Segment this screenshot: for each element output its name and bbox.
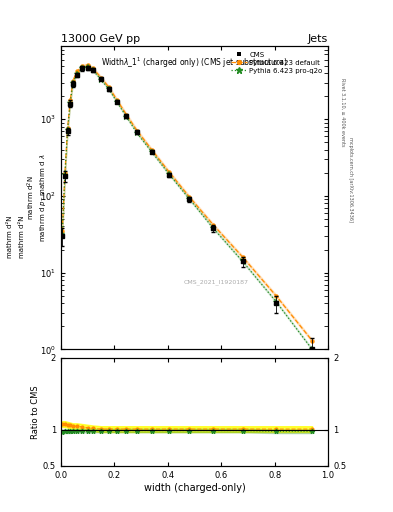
Y-axis label: Ratio to CMS: Ratio to CMS xyxy=(31,385,40,439)
X-axis label: width (charged-only): width (charged-only) xyxy=(144,482,245,493)
Text: mathrm d²N: mathrm d²N xyxy=(7,215,13,258)
Text: Width$\lambda\_1^1$ (charged only) (CMS jet substructure): Width$\lambda\_1^1$ (charged only) (CMS … xyxy=(101,55,288,70)
Legend: CMS, Pythia 6.423 default, Pythia 6.423 pro-q2o: CMS, Pythia 6.423 default, Pythia 6.423 … xyxy=(229,50,325,76)
Text: Rivet 3.1.10, ≥ 400k events: Rivet 3.1.10, ≥ 400k events xyxy=(340,78,345,147)
Text: 13000 GeV pp: 13000 GeV pp xyxy=(61,33,140,44)
Text: CMS_2021_I1920187: CMS_2021_I1920187 xyxy=(184,280,248,286)
Text: mathrm d²N: mathrm d²N xyxy=(18,215,25,258)
Text: mcplots.cern.ch [arXiv:1306.3436]: mcplots.cern.ch [arXiv:1306.3436] xyxy=(348,137,353,222)
Y-axis label: mathrm d$^2$N
mathrm d $p_T$ mathrm d $\lambda$: mathrm d$^2$N mathrm d $p_T$ mathrm d $\… xyxy=(26,153,49,242)
Text: Jets: Jets xyxy=(308,33,328,44)
